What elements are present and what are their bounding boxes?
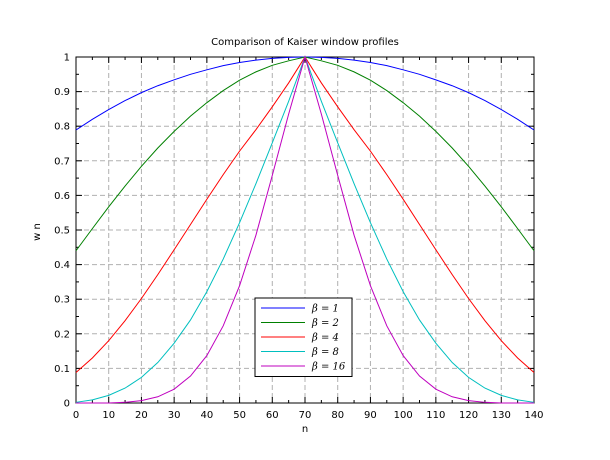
x-axis-label: n xyxy=(302,424,308,435)
x-tick-label: 100 xyxy=(394,410,413,421)
x-tick-label: 90 xyxy=(364,410,377,421)
series-lines xyxy=(75,55,535,404)
y-tick-label: 0.4 xyxy=(54,260,70,271)
legend-label-beta-4: β = 4 xyxy=(311,333,339,344)
x-tick-label: 140 xyxy=(524,410,543,421)
y-axis-label: w n xyxy=(32,223,43,241)
y-tick-label: 0.3 xyxy=(54,295,70,306)
y-tick-label: 0 xyxy=(64,399,70,410)
y-tick-label: 0.1 xyxy=(54,364,70,375)
x-tick-label: 20 xyxy=(135,410,148,421)
x-tick-label: 30 xyxy=(168,410,181,421)
x-tick-label: 130 xyxy=(492,410,511,421)
chart-title: Comparison of Kaiser window profiles xyxy=(211,37,399,48)
x-tick-label: 60 xyxy=(266,410,279,421)
legend-label-beta-16: β = 16 xyxy=(311,362,346,373)
y-tick-label: 0.6 xyxy=(54,191,70,202)
y-tick-label: 0.5 xyxy=(54,226,70,237)
x-tick-label: 0 xyxy=(73,410,79,421)
y-tick-label: 0.8 xyxy=(54,122,70,133)
x-tick-label: 80 xyxy=(331,410,344,421)
x-tick-label: 120 xyxy=(459,410,478,421)
series-line-beta-16 xyxy=(76,55,534,404)
x-tick-label: 40 xyxy=(200,410,213,421)
y-tick-label: 1 xyxy=(64,53,70,64)
y-tick-label: 0.9 xyxy=(54,87,70,98)
y-tick-label: 0.2 xyxy=(54,329,70,340)
legend-label-beta-8: β = 8 xyxy=(311,347,339,358)
legend-label-beta-1: β = 1 xyxy=(311,304,339,315)
legend: β = 1 β = 2 β = 4 β = 8 β = 16 xyxy=(254,297,353,377)
y-tick-label: 0.7 xyxy=(54,156,70,167)
legend-label-beta-2: β = 2 xyxy=(311,318,339,329)
x-tick-label: 10 xyxy=(102,410,115,421)
x-tick-label: 70 xyxy=(299,410,312,421)
x-tick-label: 110 xyxy=(426,410,445,421)
x-tick-label: 50 xyxy=(233,410,246,421)
